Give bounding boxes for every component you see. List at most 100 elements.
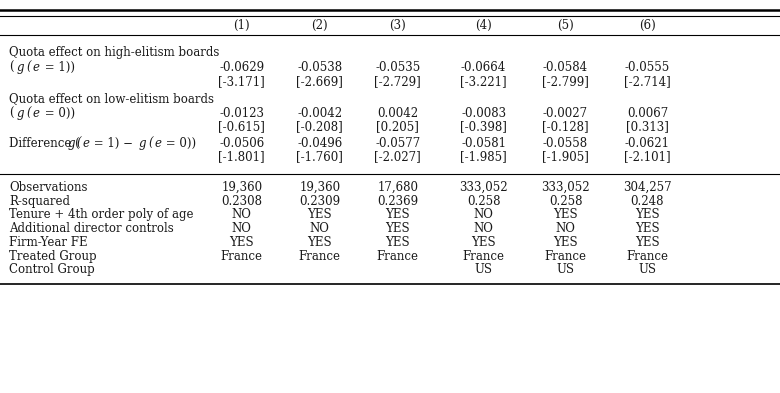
Text: g: g — [67, 136, 75, 150]
Text: = 0)): = 0)) — [162, 136, 197, 150]
Text: -0.0577: -0.0577 — [375, 136, 420, 150]
Text: [-0.398]: [-0.398] — [460, 120, 507, 134]
Text: -0.0664: -0.0664 — [461, 61, 506, 74]
Text: [-2.799]: [-2.799] — [542, 75, 589, 88]
Text: France: France — [544, 250, 587, 263]
Text: R-squared: R-squared — [9, 195, 70, 208]
Text: Treated Group: Treated Group — [9, 250, 97, 263]
Text: [-1.905]: [-1.905] — [542, 150, 589, 163]
Text: = 0)): = 0)) — [41, 107, 75, 120]
Text: 333,052: 333,052 — [541, 181, 590, 194]
Text: 304,257: 304,257 — [623, 181, 672, 194]
Text: NO: NO — [310, 222, 330, 235]
Text: e: e — [33, 61, 40, 74]
Text: -0.0584: -0.0584 — [543, 61, 588, 74]
Text: g: g — [16, 107, 24, 120]
Text: YES: YES — [635, 236, 660, 249]
Text: 19,360: 19,360 — [300, 181, 340, 194]
Text: = 1) −: = 1) − — [90, 136, 137, 150]
Text: (: ( — [148, 136, 153, 150]
Text: [-0.615]: [-0.615] — [218, 120, 265, 134]
Text: (6): (6) — [639, 19, 656, 32]
Text: 19,360: 19,360 — [222, 181, 262, 194]
Text: [-3.171]: [-3.171] — [218, 75, 265, 88]
Text: [-1.985]: [-1.985] — [460, 150, 507, 163]
Text: France: France — [463, 250, 505, 263]
Text: YES: YES — [229, 236, 254, 249]
Text: [-0.208]: [-0.208] — [296, 120, 343, 134]
Text: 0.2309: 0.2309 — [300, 195, 340, 208]
Text: Difference (: Difference ( — [9, 136, 80, 150]
Text: YES: YES — [553, 208, 578, 222]
Text: (: ( — [27, 107, 31, 120]
Text: e: e — [154, 136, 161, 150]
Text: YES: YES — [307, 236, 332, 249]
Text: [-2.669]: [-2.669] — [296, 75, 343, 88]
Text: -0.0621: -0.0621 — [625, 136, 670, 150]
Text: 0.2369: 0.2369 — [378, 195, 418, 208]
Text: YES: YES — [385, 208, 410, 222]
Text: NO: NO — [232, 222, 252, 235]
Text: US: US — [556, 263, 575, 277]
Text: France: France — [377, 250, 419, 263]
Text: Tenure + 4th order poly of age: Tenure + 4th order poly of age — [9, 208, 194, 222]
Text: -0.0538: -0.0538 — [297, 61, 342, 74]
Text: -0.0555: -0.0555 — [625, 61, 670, 74]
Text: NO: NO — [555, 222, 576, 235]
Text: (1): (1) — [233, 19, 250, 32]
Text: Additional director controls: Additional director controls — [9, 222, 174, 235]
Text: 17,680: 17,680 — [378, 181, 418, 194]
Text: Quota effect on high-elitism boards: Quota effect on high-elitism boards — [9, 46, 220, 59]
Text: YES: YES — [471, 236, 496, 249]
Text: 0.258: 0.258 — [549, 195, 582, 208]
Text: France: France — [626, 250, 668, 263]
Text: YES: YES — [385, 236, 410, 249]
Text: g: g — [139, 136, 147, 150]
Text: (5): (5) — [557, 19, 574, 32]
Text: -0.0535: -0.0535 — [375, 61, 420, 74]
Text: US: US — [474, 263, 493, 277]
Text: YES: YES — [635, 222, 660, 235]
Text: (: ( — [76, 136, 81, 150]
Text: -0.0027: -0.0027 — [543, 107, 588, 120]
Text: -0.0496: -0.0496 — [297, 136, 342, 150]
Text: [-3.221]: [-3.221] — [460, 75, 507, 88]
Text: [-2.027]: [-2.027] — [374, 150, 421, 163]
Text: -0.0083: -0.0083 — [461, 107, 506, 120]
Text: [0.313]: [0.313] — [626, 120, 668, 134]
Text: -0.0581: -0.0581 — [461, 136, 506, 150]
Text: [-0.128]: [-0.128] — [542, 120, 589, 134]
Text: [-1.760]: [-1.760] — [296, 150, 343, 163]
Text: (4): (4) — [475, 19, 492, 32]
Text: 0.248: 0.248 — [631, 195, 664, 208]
Text: [0.205]: [0.205] — [377, 120, 419, 134]
Text: g: g — [16, 61, 24, 74]
Text: France: France — [221, 250, 263, 263]
Text: 0.258: 0.258 — [467, 195, 500, 208]
Text: 0.0067: 0.0067 — [627, 107, 668, 120]
Text: e: e — [33, 107, 40, 120]
Text: US: US — [638, 263, 657, 277]
Text: -0.0558: -0.0558 — [543, 136, 588, 150]
Text: Observations: Observations — [9, 181, 88, 194]
Text: Quota effect on low-elitism boards: Quota effect on low-elitism boards — [9, 92, 214, 105]
Text: = 1)): = 1)) — [41, 61, 75, 74]
Text: NO: NO — [473, 222, 494, 235]
Text: YES: YES — [385, 222, 410, 235]
Text: [-2.729]: [-2.729] — [374, 75, 421, 88]
Text: -0.0123: -0.0123 — [219, 107, 264, 120]
Text: e: e — [83, 136, 90, 150]
Text: (3): (3) — [389, 19, 406, 32]
Text: (: ( — [27, 61, 31, 74]
Text: [-2.714]: [-2.714] — [624, 75, 671, 88]
Text: -0.0629: -0.0629 — [219, 61, 264, 74]
Text: YES: YES — [553, 236, 578, 249]
Text: France: France — [299, 250, 341, 263]
Text: NO: NO — [232, 208, 252, 222]
Text: -0.0042: -0.0042 — [297, 107, 342, 120]
Text: 0.2308: 0.2308 — [222, 195, 262, 208]
Text: [-2.101]: [-2.101] — [624, 150, 671, 163]
Text: YES: YES — [635, 208, 660, 222]
Text: [-1.801]: [-1.801] — [218, 150, 265, 163]
Text: Firm-Year FE: Firm-Year FE — [9, 236, 88, 249]
